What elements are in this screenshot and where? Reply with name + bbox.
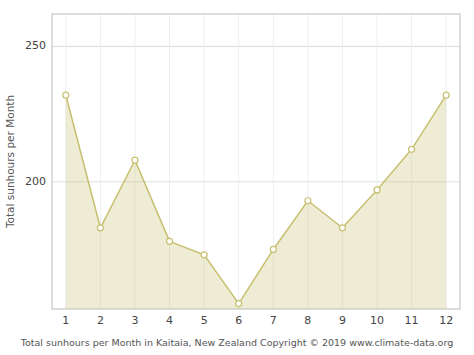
marker (443, 92, 449, 98)
marker (167, 238, 173, 244)
marker (63, 92, 69, 98)
marker (201, 252, 207, 258)
x-tick-label: 12 (439, 314, 453, 327)
marker (339, 225, 345, 231)
y-grid-line (52, 46, 460, 47)
plot-frame (52, 14, 460, 309)
marker (305, 198, 311, 204)
marker (97, 225, 103, 231)
x-tick-label: 5 (201, 314, 208, 327)
marker (270, 246, 276, 252)
x-tick-label: 6 (235, 314, 242, 327)
x-tick-label: 4 (166, 314, 173, 327)
x-tick-label: 10 (370, 314, 384, 327)
x-tick-label: 11 (405, 314, 419, 327)
x-axis-label: Total sunhours per Month in Kaitaia, New… (20, 337, 453, 348)
x-tick-label: 3 (131, 314, 138, 327)
y-tick-label: 250 (25, 39, 46, 52)
marks (63, 92, 449, 309)
x-tick-label: 2 (97, 314, 104, 327)
marker (236, 301, 242, 307)
y-tick-label: 200 (25, 175, 46, 188)
marker (132, 157, 138, 163)
x-grid-line (238, 14, 239, 309)
chart: 200250123456789101112Total sunhours per … (0, 0, 474, 355)
x-tick-label: 9 (339, 314, 346, 327)
line (66, 95, 446, 303)
marker (374, 187, 380, 193)
grid (52, 14, 460, 309)
x-tick-label: 7 (270, 314, 277, 327)
x-tick-label: 8 (304, 314, 311, 327)
x-tick-label: 1 (62, 314, 69, 327)
y-axis-label: Total sunhours per Month (4, 95, 16, 229)
marker (409, 146, 415, 152)
area (66, 95, 446, 309)
